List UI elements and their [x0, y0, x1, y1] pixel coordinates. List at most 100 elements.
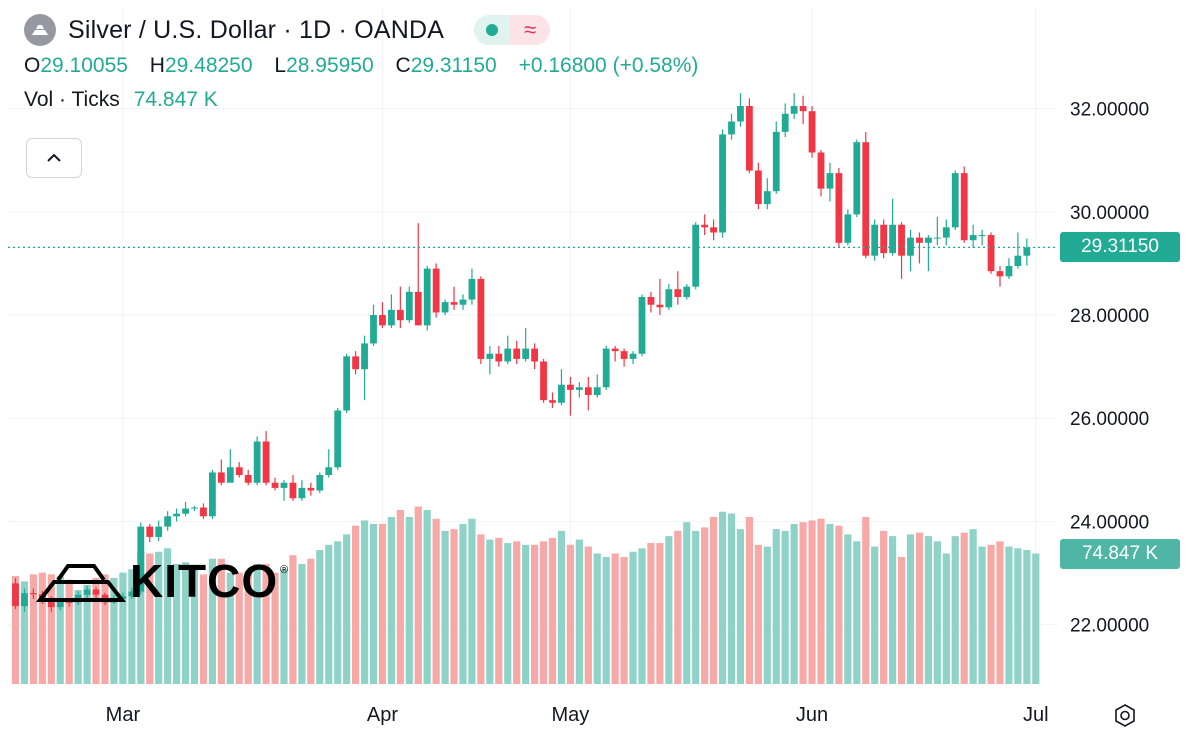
candle-body — [405, 291, 413, 321]
volume-bar — [495, 537, 503, 684]
volume-bar — [101, 574, 109, 684]
candle-body — [459, 299, 467, 305]
time-axis[interactable]: Mar Apr May Jun Jul — [106, 704, 1049, 726]
symbol-title[interactable]: Silver / U.S. Dollar · 1D · OANDA — [68, 15, 445, 44]
candle-body — [253, 441, 261, 483]
last-price-tag: 29.31150 — [1060, 232, 1180, 263]
volume-bar — [969, 529, 977, 684]
collapse-legend-button[interactable] — [26, 138, 82, 178]
volume-bar — [155, 551, 163, 684]
volume-bar — [119, 572, 127, 684]
volume-bar — [56, 576, 64, 684]
candle-body — [56, 601, 64, 608]
volume-bar — [978, 546, 986, 684]
volume-bar — [629, 551, 637, 684]
candle-body — [692, 224, 700, 287]
volume-bar — [387, 516, 395, 684]
candle-body — [925, 237, 932, 243]
price-axis[interactable]: 32.00000 30.00000 28.00000 26.00000 24.00000… — [1070, 100, 1149, 637]
volume-bar — [164, 548, 172, 684]
volume-bar — [352, 525, 360, 684]
volume-bar — [647, 543, 655, 684]
volume-bar — [414, 506, 422, 684]
volume-bar — [423, 510, 431, 684]
candle-body — [352, 356, 359, 370]
kitco-logo: KITCO ® — [36, 558, 288, 604]
volume-bar — [584, 546, 592, 684]
candle-body — [978, 235, 986, 237]
gear-icon[interactable] — [1108, 699, 1142, 733]
volume-bar — [862, 516, 870, 684]
volume-label[interactable]: Vol · Ticks — [24, 88, 120, 111]
volume-bar — [307, 558, 315, 684]
price-tick-label: 32.00000 — [1070, 100, 1149, 121]
volume-bar — [620, 556, 628, 684]
volume-bar — [20, 581, 29, 684]
chevron-up-icon — [47, 153, 61, 162]
volume-bar — [298, 563, 306, 684]
high-value: 29.48250 — [164, 54, 253, 77]
candle-body — [674, 289, 682, 297]
candle-body — [361, 343, 368, 370]
low-label: L — [274, 54, 287, 77]
volume-bar — [736, 529, 745, 684]
volume-bar — [486, 539, 494, 684]
volume-bar — [83, 584, 91, 684]
volume-bar — [262, 563, 270, 684]
candle-body — [683, 286, 691, 297]
candle-body — [21, 593, 28, 607]
volume-bar — [289, 555, 297, 684]
candle-body — [164, 516, 172, 527]
time-tick-label: Jun — [796, 704, 828, 726]
candle-body — [504, 348, 512, 362]
candle-body — [746, 106, 753, 171]
low-value: 28.95950 — [286, 54, 374, 77]
volume-bar — [790, 523, 798, 684]
volume-legend: Vol · Ticks 74.847 K — [24, 88, 714, 112]
volume-bar — [871, 546, 879, 684]
volume-bar — [557, 530, 566, 684]
candle-body — [853, 142, 861, 215]
volume-bar — [137, 551, 145, 684]
candle-body — [513, 348, 521, 359]
candle-body — [844, 214, 852, 243]
status-pill[interactable]: ≈ — [474, 15, 551, 45]
candle-body — [817, 152, 825, 189]
candle-body — [799, 106, 807, 112]
candle-body — [173, 513, 180, 517]
volume-value: 74.847 K — [133, 88, 218, 111]
volume-bar — [173, 563, 181, 684]
candlestick-series — [12, 93, 1031, 612]
volume-bar — [29, 574, 37, 684]
high-label: H — [149, 54, 165, 77]
candle-body — [289, 482, 297, 499]
registered-mark: ® — [280, 564, 289, 576]
candle-body — [862, 142, 870, 256]
candle-body — [441, 302, 449, 313]
volume-bar — [378, 523, 387, 684]
volume-bar — [128, 569, 136, 684]
price-tick-label: 22.00000 — [1070, 616, 1149, 637]
candle-body — [996, 271, 1004, 277]
candle-body — [244, 475, 252, 483]
candle-body — [47, 600, 55, 608]
volume-bar — [799, 522, 807, 684]
candle-body — [611, 348, 619, 352]
gold-bars-icon[interactable] — [24, 14, 56, 46]
candle-body — [602, 348, 610, 388]
candle-body — [30, 593, 37, 595]
volume-bar — [47, 574, 55, 684]
volume-bar — [360, 520, 369, 684]
legend: Silver / U.S. Dollar · 1D · OANDA ≈ O29.… — [24, 12, 714, 112]
gold-bars-logo-icon — [36, 564, 126, 602]
candle-body — [200, 507, 207, 517]
volume-bar — [531, 544, 539, 684]
time-tick-label: Jul — [1023, 704, 1049, 726]
volume-bar — [244, 570, 252, 684]
volume-bar — [539, 541, 548, 684]
candle-body — [737, 106, 744, 122]
volume-bar — [808, 520, 816, 684]
volume-bar — [727, 513, 736, 684]
volume-bar — [575, 539, 583, 684]
